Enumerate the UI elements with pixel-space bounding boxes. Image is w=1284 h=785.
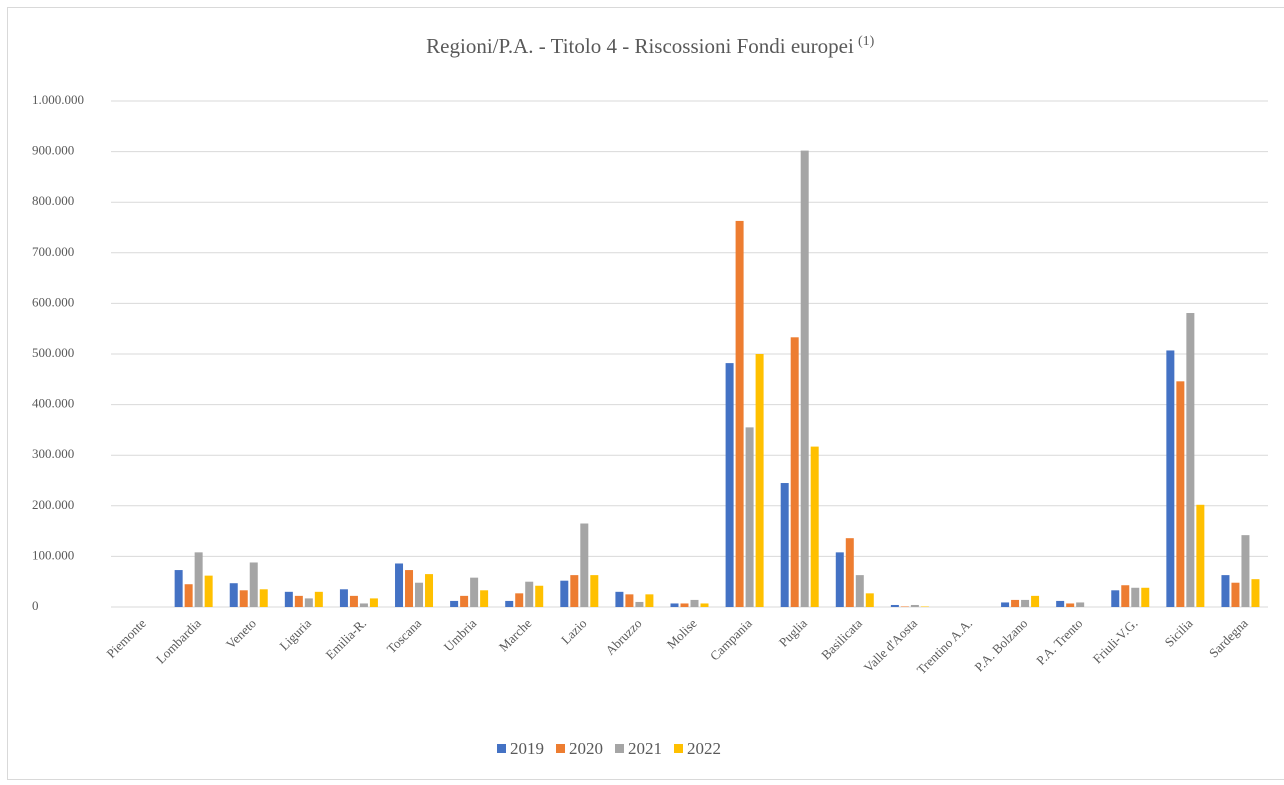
bar [1076,602,1085,607]
bar [460,595,469,607]
y-tick-label: 0 [32,598,39,613]
bar [304,598,313,607]
bar [405,570,414,607]
y-tick-label: 600.000 [32,294,74,309]
bar [1141,587,1150,607]
bar [480,590,489,607]
y-tick-label: 100.000 [32,547,74,562]
y-tick-label: 800.000 [32,193,74,208]
legend-swatch [556,744,565,753]
bar [249,562,258,607]
bar [284,591,293,607]
bar [570,575,579,607]
y-tick-label: 900.000 [32,143,74,158]
bar [1166,350,1175,607]
bar [184,584,193,607]
bar [415,582,424,607]
bar [359,603,368,607]
bar [450,600,459,607]
bar [865,593,874,607]
bar [1121,585,1130,607]
bar [194,552,203,607]
bar [780,483,789,607]
bar [920,606,929,607]
bar [1056,600,1065,607]
bar [1066,603,1075,607]
legend-swatch [615,744,624,753]
bar [1031,595,1040,607]
bar [314,591,323,607]
bar [515,593,524,607]
bar [590,575,599,607]
bar [855,575,864,607]
bar [680,603,689,607]
bar [349,595,358,607]
bar [635,601,644,607]
bar [745,427,754,607]
bar [790,337,799,607]
bar [580,523,589,607]
legend-label: 2021 [628,739,662,758]
bar [625,594,634,607]
bar [395,563,404,607]
bar [700,603,709,607]
bar [1221,575,1230,607]
bar [505,600,514,607]
legend-swatch [497,744,506,753]
legend-label: 2019 [510,739,544,758]
bar [810,446,819,607]
bar [1011,599,1020,607]
bar [910,604,919,607]
bar [845,538,854,607]
bar [1001,602,1010,607]
legend-swatch [674,744,683,753]
bar [470,577,479,607]
bar [890,604,899,607]
bar [645,594,654,607]
bar [1231,582,1240,607]
bar [1186,313,1195,607]
bar [535,585,544,607]
bar [369,598,378,607]
bar [259,589,268,607]
title-note: (1) [858,34,875,49]
bar [204,575,213,607]
bar [1196,504,1205,607]
bar [239,590,248,607]
y-tick-label: 200.000 [32,497,74,512]
bar [339,589,348,607]
y-tick-label: 300.000 [32,446,74,461]
bar [1021,599,1030,607]
bar [560,580,569,607]
bar [725,363,734,607]
chart-frame [7,7,1284,780]
bar [800,150,809,607]
chart-title: Regioni/P.A. - Titolo 4 - Riscossioni Fo… [426,34,854,58]
y-tick-label: 400.000 [32,396,74,411]
bar [425,574,434,607]
bar [1251,579,1260,607]
bar [1111,590,1120,607]
bar [690,599,699,607]
y-tick-label: 1.000.000 [32,92,84,107]
bar [835,552,844,607]
bar [755,354,764,607]
bar [1131,587,1140,607]
bar [670,603,679,607]
bar [174,570,183,607]
bar [615,591,624,607]
bar [1176,381,1185,607]
bar [525,581,534,607]
bar [229,583,238,607]
legend-label: 2020 [569,739,603,758]
bar [735,220,744,607]
bar [294,595,303,607]
y-tick-label: 500.000 [32,345,74,360]
bar [1241,535,1250,607]
bar [900,606,909,607]
y-tick-label: 700.000 [32,244,74,259]
legend-label: 2022 [687,739,721,758]
